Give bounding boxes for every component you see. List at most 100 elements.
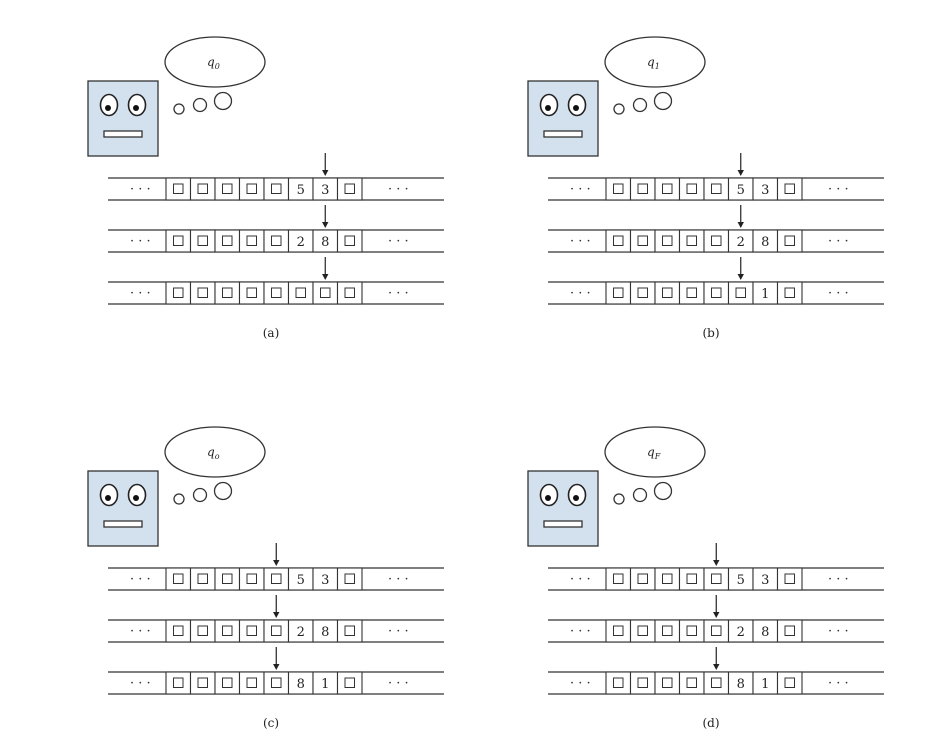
robot-head bbox=[527, 80, 599, 157]
tape-ellipsis-left: · · · bbox=[570, 234, 591, 249]
head-arrow-tip bbox=[713, 612, 720, 618]
blank-symbol bbox=[320, 287, 331, 298]
tape-ellipsis-left: · · · bbox=[570, 286, 591, 301]
thought-dot-medium bbox=[192, 487, 208, 503]
blank-symbol bbox=[222, 183, 233, 194]
state-subscript: 0 bbox=[215, 62, 220, 71]
blank-symbol bbox=[784, 573, 795, 584]
state-subscript: 1 bbox=[655, 62, 660, 71]
blank-symbol bbox=[222, 573, 233, 584]
tape-ellipsis-right: · · · bbox=[388, 286, 409, 301]
blank-symbol bbox=[662, 573, 673, 584]
cell-digit: 5 bbox=[737, 573, 745, 588]
head-arrow-tip bbox=[322, 170, 329, 176]
thought-dot-small bbox=[613, 103, 625, 115]
robot-head bbox=[87, 80, 159, 157]
tape-3: · · · · · · 1 bbox=[548, 257, 884, 305]
blank-symbol bbox=[686, 625, 697, 636]
tape-ellipsis-left: · · · bbox=[130, 286, 151, 301]
head-arrow-icon bbox=[273, 647, 280, 670]
blank-symbol bbox=[735, 287, 746, 298]
cell-digit: 3 bbox=[321, 183, 329, 198]
robot-face bbox=[527, 470, 599, 547]
robot-right-pupil bbox=[573, 495, 579, 501]
blank-symbol bbox=[344, 677, 355, 688]
thought-dot-small bbox=[173, 493, 185, 505]
thought-dot-small bbox=[613, 493, 625, 505]
blank-symbol bbox=[344, 625, 355, 636]
thought-dot-large bbox=[213, 481, 233, 501]
head-arrow-tip bbox=[322, 222, 329, 228]
blank-symbol bbox=[173, 677, 184, 688]
head-arrow-tip bbox=[273, 664, 280, 670]
tape-ellipsis-right: · · · bbox=[828, 676, 849, 691]
blank-symbol bbox=[637, 287, 648, 298]
panel-c: qo· · · · · ·5 3· · · · · ·2 8· · · · · ·8 1(c… bbox=[87, 426, 444, 730]
blank-symbol bbox=[246, 183, 257, 194]
blank-symbol bbox=[344, 287, 355, 298]
blank-symbol bbox=[686, 287, 697, 298]
blank-symbol bbox=[197, 235, 208, 246]
thought-dot-medium bbox=[632, 97, 648, 113]
blank-symbol bbox=[271, 183, 282, 194]
tape-ellipsis-right: · · · bbox=[388, 624, 409, 639]
state-subscript: F bbox=[654, 452, 661, 461]
thought-bubble bbox=[164, 36, 266, 88]
head-arrow-tip bbox=[737, 170, 744, 176]
robot-left-pupil bbox=[105, 105, 111, 111]
tape-1: · · · · · · 5 3 bbox=[548, 153, 884, 201]
tape-ellipsis-right: · · · bbox=[388, 182, 409, 197]
cell-digit: 2 bbox=[737, 625, 745, 640]
cell-digit: 1 bbox=[761, 677, 769, 692]
tape-ellipsis-left: · · · bbox=[130, 676, 151, 691]
blank-symbol bbox=[711, 183, 722, 194]
tape-1: · · · · · · 5 3 bbox=[108, 153, 444, 201]
blank-symbol bbox=[637, 573, 648, 584]
blank-symbol bbox=[686, 677, 697, 688]
blank-symbol bbox=[173, 625, 184, 636]
head-arrow-icon bbox=[322, 205, 329, 228]
cell-digit: 5 bbox=[297, 573, 305, 588]
head-arrow-icon bbox=[713, 647, 720, 670]
blank-symbol bbox=[784, 235, 795, 246]
tape-ellipsis-right: · · · bbox=[828, 624, 849, 639]
tape-ellipsis-right: · · · bbox=[388, 572, 409, 587]
blank-symbol bbox=[637, 235, 648, 246]
head-arrow-tip bbox=[713, 664, 720, 670]
blank-symbol bbox=[197, 573, 208, 584]
blank-symbol bbox=[662, 625, 673, 636]
robot-face bbox=[527, 80, 599, 157]
blank-symbol bbox=[344, 235, 355, 246]
panel-b: q1· · · · · ·5 3· · · · · ·2 8· · · · · ·1(b) bbox=[527, 36, 884, 340]
cell-digit: 3 bbox=[761, 183, 769, 198]
head-arrow-icon bbox=[737, 257, 744, 280]
head-arrow-icon bbox=[737, 153, 744, 176]
robot-left-eye bbox=[99, 93, 119, 117]
robot-mouth bbox=[543, 520, 583, 528]
robot-mouth bbox=[103, 520, 143, 528]
thought-bubble bbox=[604, 36, 706, 88]
blank-symbol bbox=[784, 183, 795, 194]
robot-left-eye bbox=[99, 483, 119, 507]
cell-digit: 8 bbox=[321, 235, 329, 250]
tape-3: · · · · · · 8 1 bbox=[108, 647, 444, 695]
head-arrow-tip bbox=[737, 222, 744, 228]
thought-bubble bbox=[604, 426, 706, 478]
head-arrow-tip bbox=[713, 560, 720, 566]
blank-symbol bbox=[246, 677, 257, 688]
robot-left-pupil bbox=[545, 495, 551, 501]
blank-symbol bbox=[173, 235, 184, 246]
cell-digit: 8 bbox=[321, 625, 329, 640]
tape-2: · · · · · · 2 8 bbox=[548, 205, 884, 253]
blank-symbol bbox=[686, 573, 697, 584]
cell-digit: 1 bbox=[321, 677, 329, 692]
blank-symbol bbox=[197, 625, 208, 636]
robot-right-pupil bbox=[573, 105, 579, 111]
blank-symbol bbox=[246, 235, 257, 246]
tape-ellipsis-left: · · · bbox=[570, 572, 591, 587]
blank-symbol bbox=[246, 625, 257, 636]
robot-left-pupil bbox=[105, 495, 111, 501]
blank-symbol bbox=[662, 183, 673, 194]
head-arrow-icon bbox=[713, 543, 720, 566]
blank-symbol bbox=[173, 287, 184, 298]
